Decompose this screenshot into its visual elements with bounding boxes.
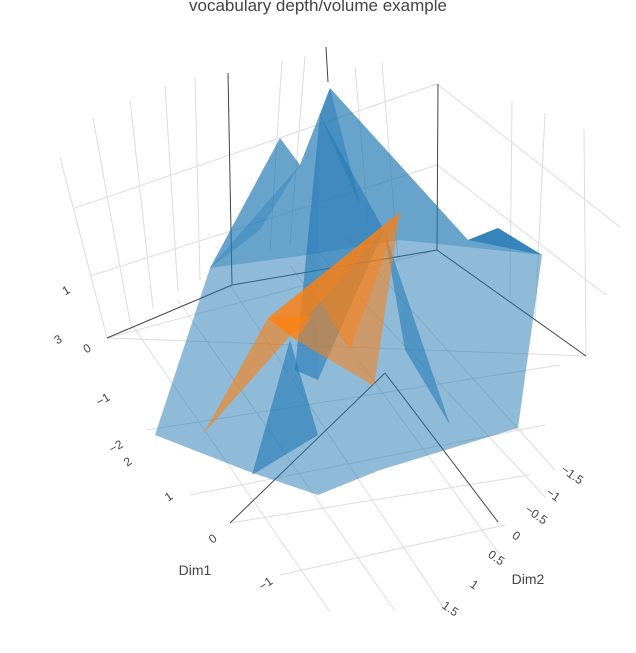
z-tick-label: −2 bbox=[107, 437, 126, 456]
z-tick-label: 0 bbox=[81, 341, 94, 357]
mesh-series-orange[interactable] bbox=[204, 212, 400, 433]
x-tick-label: 2 bbox=[121, 454, 135, 469]
mesh-face bbox=[384, 230, 450, 425]
y-tick-label: −0.5 bbox=[523, 502, 551, 527]
mesh-face bbox=[468, 228, 542, 255]
x-tick-label: 0 bbox=[206, 531, 220, 546]
mesh-face bbox=[210, 88, 542, 268]
mesh-face bbox=[252, 340, 318, 475]
mesh-face bbox=[320, 212, 400, 350]
x-tick-label: −1 bbox=[256, 574, 276, 594]
mesh-face bbox=[268, 212, 400, 386]
mesh-face bbox=[210, 165, 300, 268]
y-tick-label: 0 bbox=[510, 528, 524, 543]
x-tick-label: 1 bbox=[162, 489, 176, 504]
y-tick-label: 1.5 bbox=[439, 598, 461, 619]
y-tick-label: −1 bbox=[544, 485, 564, 505]
y-tick-label: −1.5 bbox=[559, 462, 587, 487]
y-tick-label: 0.5 bbox=[485, 547, 507, 568]
chart-title: vocabulary depth/volume example bbox=[189, 0, 447, 15]
mesh-face bbox=[320, 88, 360, 205]
z-axis-ticks: 1 0 −1 −2 3 bbox=[52, 283, 126, 456]
z-tick-label: 1 bbox=[60, 283, 73, 299]
z-tick-label: 3 bbox=[52, 332, 65, 348]
z-tick-label: −1 bbox=[94, 390, 113, 409]
y-tick-label: 1 bbox=[468, 577, 482, 592]
y-axis-title: Dim2 bbox=[512, 571, 545, 587]
mesh-face bbox=[268, 316, 312, 340]
x-axis-title: Dim1 bbox=[179, 562, 212, 578]
